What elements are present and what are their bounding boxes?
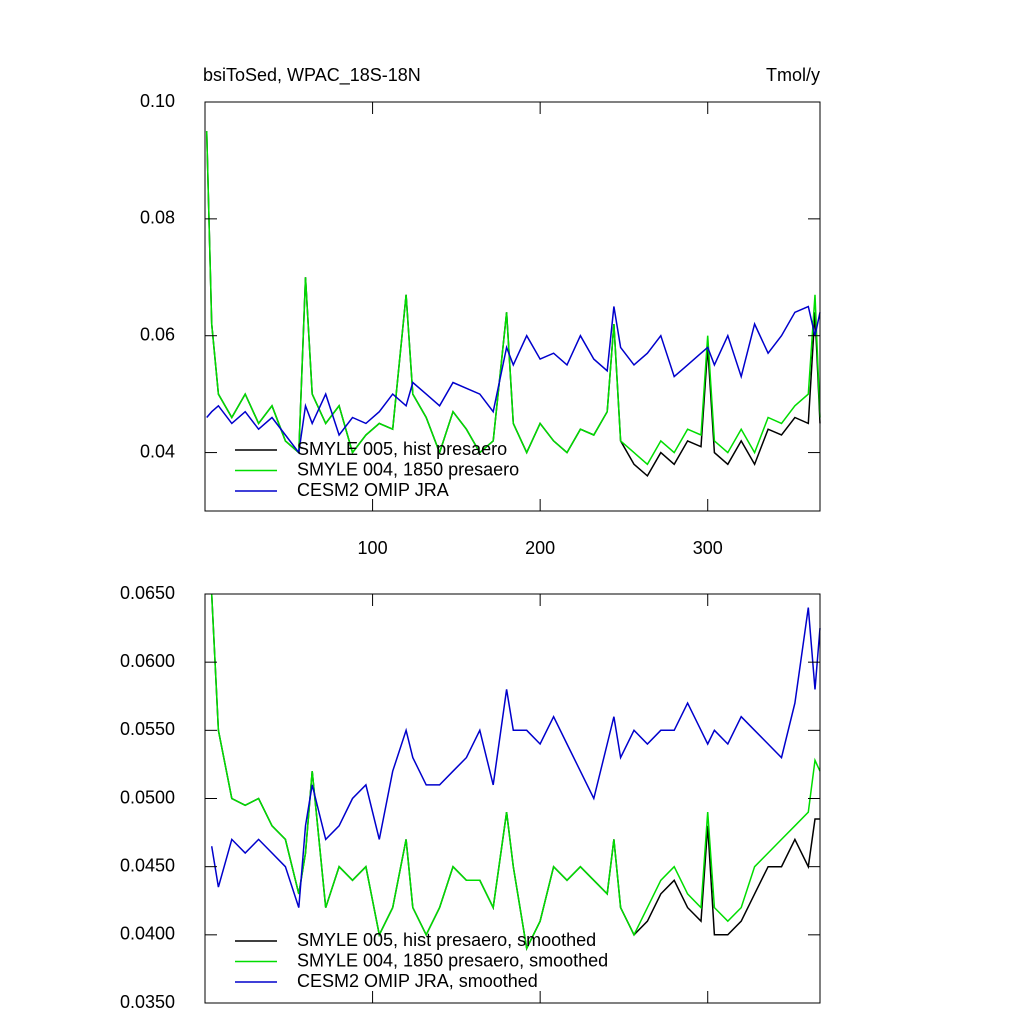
legend-label: SMYLE 004, 1850 presaero: [297, 459, 519, 479]
series-line: [206, 305, 821, 455]
y-tick-label: 0.06: [140, 324, 175, 344]
y-tick-label: 0.0650: [120, 583, 175, 603]
chart-title: bsiToSed, WPAC_18S-18N: [203, 65, 421, 86]
legend-label: SMYLE 004, 1850 presaero, smoothed: [297, 950, 608, 970]
x-tick-label: 100: [358, 538, 388, 558]
y-tick-label: 0.0450: [120, 855, 175, 875]
y-tick-label: 0.10: [140, 91, 175, 111]
legend-label: CESM2 OMIP JRA, smoothed: [297, 971, 538, 991]
units-title: Tmol/y: [766, 65, 820, 85]
y-tick-label: 0.0550: [120, 719, 175, 739]
x-tick-label: 200: [525, 538, 555, 558]
y-tick-label: 0.08: [140, 208, 175, 228]
y-tick-label: 0.0600: [120, 651, 175, 671]
legend-label: SMYLE 005, hist presaero: [297, 439, 507, 459]
x-tick-label: 300: [693, 538, 723, 558]
series-line: [210, 607, 821, 908]
y-tick-label: 0.0400: [120, 924, 175, 944]
legend-label: SMYLE 005, hist presaero, smoothed: [297, 930, 596, 950]
series-line: [205, 131, 821, 466]
y-tick-label: 0.0350: [120, 992, 175, 1012]
series-line: [210, 593, 820, 951]
y-tick-label: 0.04: [140, 441, 175, 461]
plot-frame: [204, 101, 821, 512]
series-line: [210, 593, 821, 951]
y-tick-label: 0.0500: [120, 787, 175, 807]
legend-label: CESM2 OMIP JRA: [297, 480, 449, 500]
